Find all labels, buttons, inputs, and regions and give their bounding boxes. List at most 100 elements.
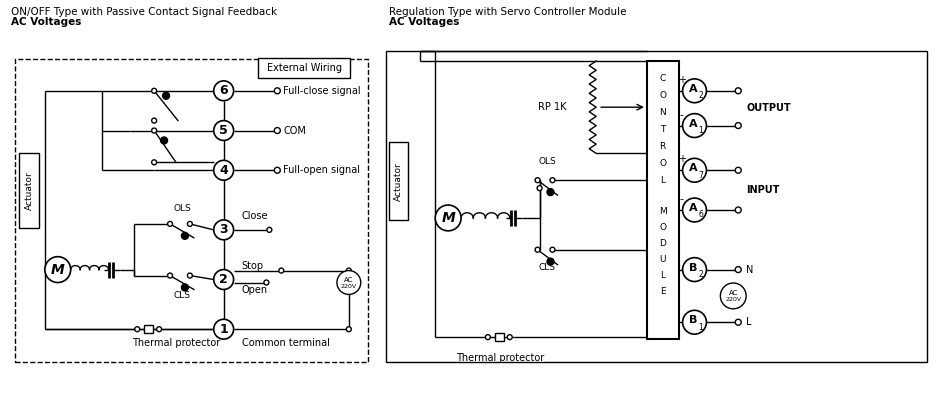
Text: OLS: OLS (173, 204, 191, 212)
Circle shape (549, 178, 554, 183)
Text: O: O (659, 223, 666, 232)
Text: AC: AC (344, 277, 353, 283)
Circle shape (157, 327, 161, 331)
Text: CLS: CLS (174, 291, 191, 300)
Text: ON/OFF Type with Passive Contact Signal Feedback: ON/OFF Type with Passive Contact Signal … (11, 8, 277, 18)
Text: -: - (679, 194, 683, 204)
Bar (19, 153, 39, 228)
Circle shape (151, 128, 157, 133)
Circle shape (682, 198, 706, 222)
Text: A: A (688, 119, 697, 129)
Text: 220V: 220V (724, 297, 740, 302)
Bar (15, 59, 367, 362)
Text: OLS: OLS (538, 157, 556, 166)
Circle shape (682, 79, 706, 103)
Text: 6: 6 (698, 210, 702, 219)
Text: CLS: CLS (538, 263, 555, 272)
Circle shape (507, 335, 512, 340)
Bar (388, 143, 408, 220)
Text: A: A (688, 163, 697, 173)
Text: D: D (659, 239, 666, 248)
Circle shape (534, 178, 539, 183)
Circle shape (162, 92, 169, 99)
Text: B: B (688, 263, 697, 273)
Circle shape (734, 267, 740, 273)
Circle shape (278, 268, 283, 273)
Circle shape (734, 319, 740, 325)
Text: A: A (688, 84, 697, 94)
Text: OUTPUT: OUTPUT (746, 103, 790, 113)
Text: E: E (659, 287, 665, 296)
Text: L: L (660, 271, 665, 280)
Text: COM: COM (283, 125, 306, 135)
Text: Regulation Type with Servo Controller Module: Regulation Type with Servo Controller Mo… (388, 8, 625, 18)
Text: AC: AC (728, 290, 737, 296)
Circle shape (151, 118, 157, 123)
Circle shape (549, 247, 554, 252)
Circle shape (135, 327, 140, 331)
Text: Stop: Stop (242, 260, 263, 270)
Circle shape (44, 257, 71, 283)
Circle shape (435, 205, 461, 231)
Circle shape (547, 189, 553, 196)
Text: +: + (677, 154, 685, 164)
Text: M: M (441, 211, 455, 225)
Text: 2: 2 (698, 91, 702, 100)
Text: Actuator: Actuator (25, 172, 33, 211)
Bar (144, 325, 153, 333)
Text: AC Voltages: AC Voltages (388, 17, 459, 27)
Text: Full-open signal: Full-open signal (283, 165, 360, 175)
Text: O: O (659, 159, 666, 168)
Text: External Wiring: External Wiring (266, 63, 342, 73)
Text: M: M (658, 207, 666, 217)
Text: A: A (688, 203, 697, 213)
Text: N: N (659, 108, 666, 117)
Circle shape (274, 88, 280, 94)
Circle shape (547, 258, 553, 265)
Circle shape (274, 167, 280, 173)
Circle shape (213, 319, 233, 339)
Circle shape (213, 220, 233, 240)
Text: 6: 6 (219, 84, 228, 97)
Text: M: M (51, 263, 64, 277)
Text: 2: 2 (219, 273, 228, 286)
Circle shape (734, 88, 740, 94)
Circle shape (682, 310, 706, 334)
Text: L: L (746, 317, 750, 327)
Text: 1: 1 (698, 126, 702, 135)
Text: Open: Open (242, 285, 267, 296)
Bar (495, 333, 503, 341)
Circle shape (534, 247, 539, 252)
Text: C: C (659, 74, 666, 83)
Circle shape (167, 273, 173, 278)
Text: 7: 7 (698, 171, 702, 180)
Circle shape (213, 120, 233, 140)
Text: U: U (659, 255, 666, 264)
Text: Actuator: Actuator (394, 162, 402, 201)
Circle shape (263, 280, 269, 285)
Text: INPUT: INPUT (746, 185, 779, 195)
Circle shape (187, 273, 193, 278)
Circle shape (536, 186, 542, 191)
Text: 5: 5 (219, 124, 228, 137)
Circle shape (151, 160, 157, 165)
Circle shape (181, 232, 188, 239)
Text: R: R (659, 142, 666, 151)
Text: -: - (679, 110, 683, 120)
Text: 1: 1 (219, 323, 228, 336)
Text: O: O (659, 91, 666, 100)
FancyBboxPatch shape (258, 58, 349, 78)
Text: 220V: 220V (341, 284, 357, 289)
Text: RP 1K: RP 1K (537, 102, 565, 112)
Circle shape (734, 207, 740, 213)
Circle shape (266, 227, 272, 232)
Text: Common terminal: Common terminal (242, 338, 329, 348)
Circle shape (160, 137, 167, 144)
Bar (385, 51, 926, 362)
Text: Thermal protector: Thermal protector (455, 353, 544, 363)
Circle shape (181, 284, 188, 291)
Text: +: + (677, 75, 685, 85)
Circle shape (346, 327, 351, 331)
Text: B: B (688, 315, 697, 325)
Text: 4: 4 (219, 164, 228, 177)
